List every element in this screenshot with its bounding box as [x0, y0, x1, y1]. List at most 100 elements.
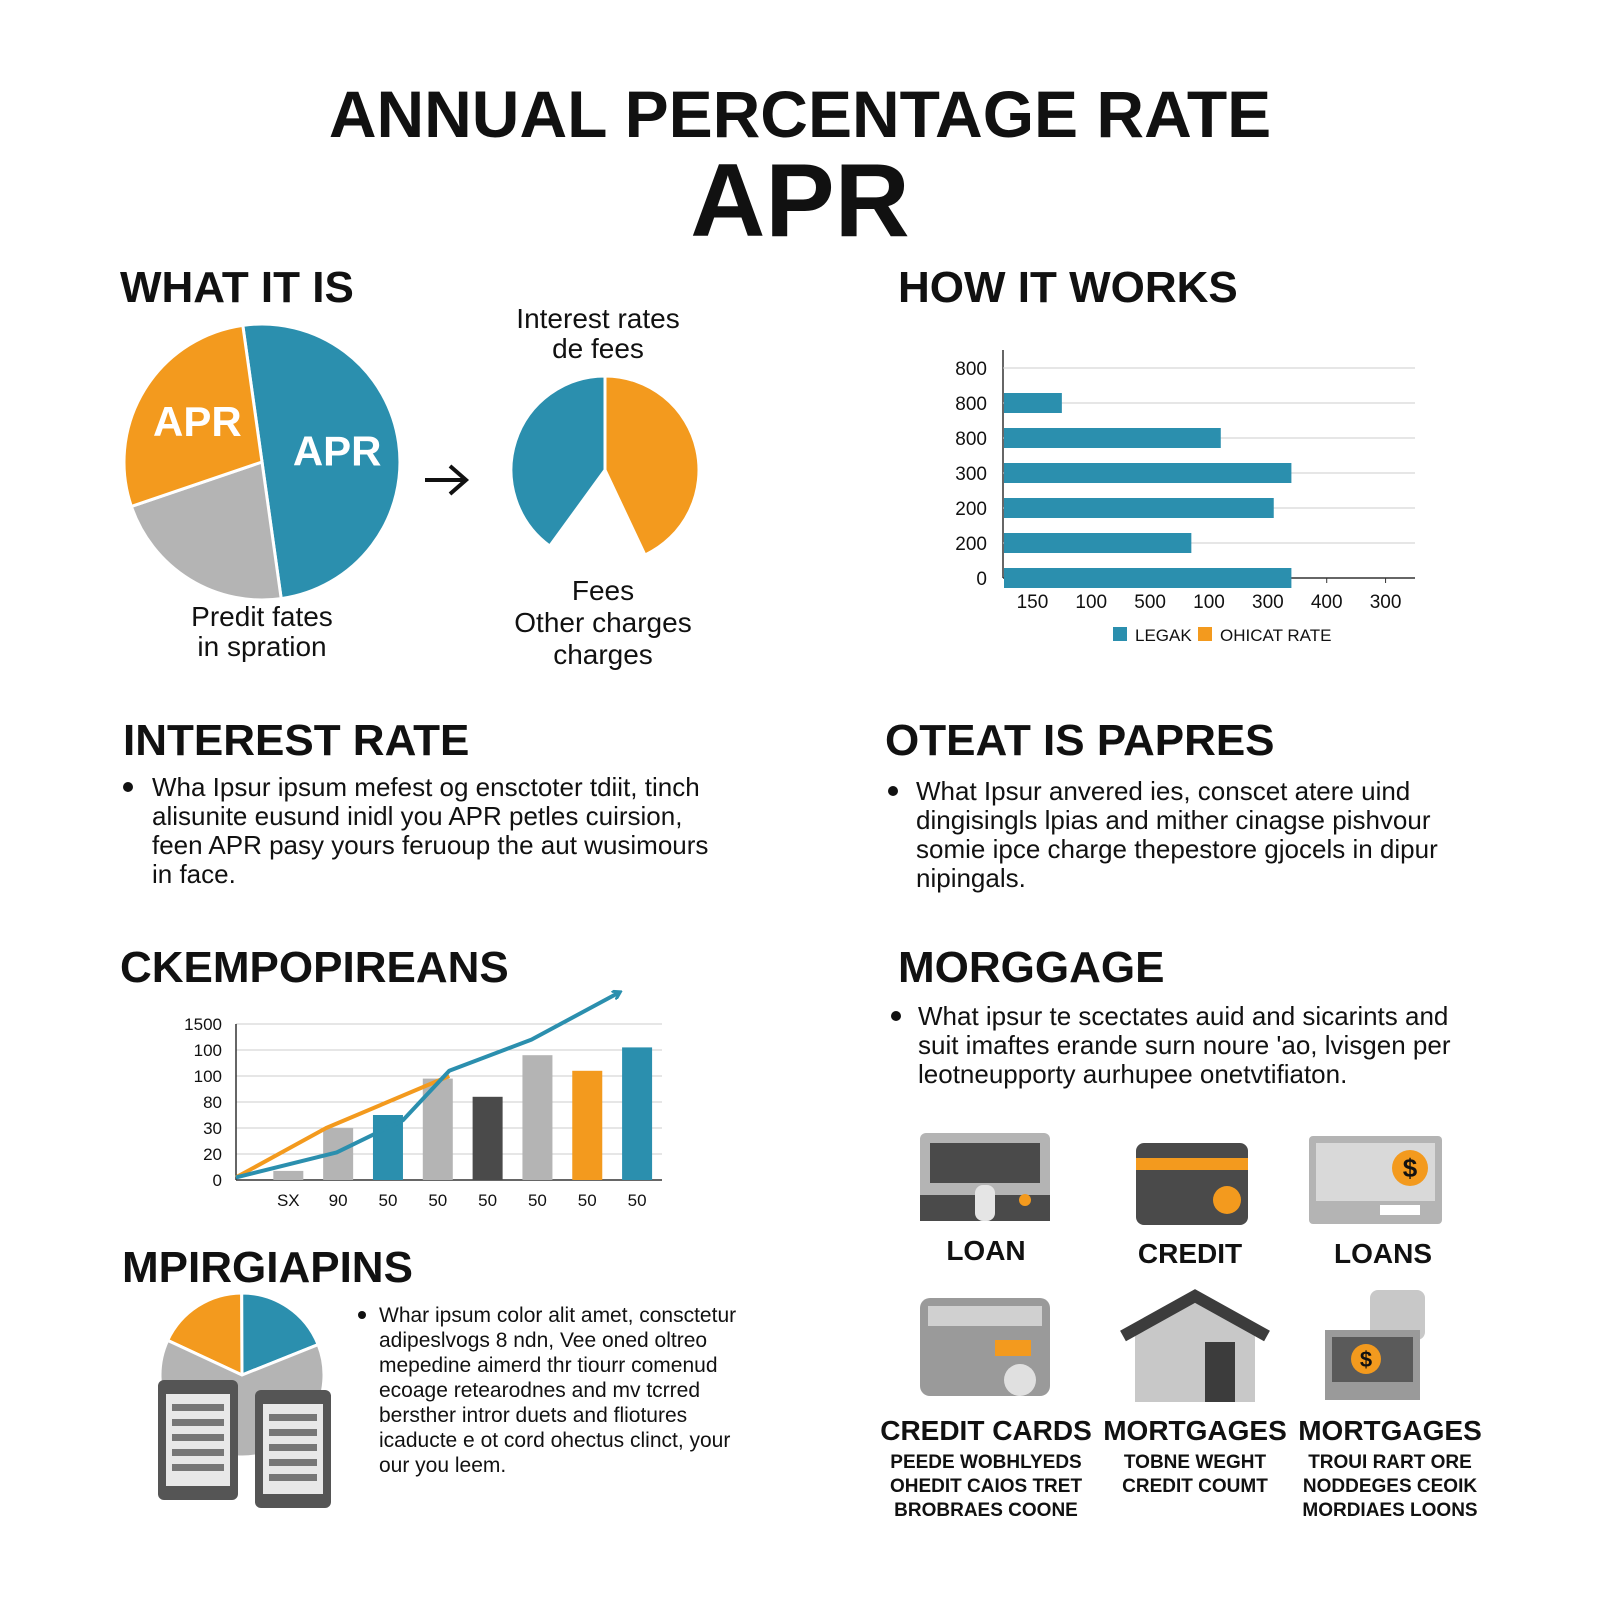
y-tick-label: 300 [955, 464, 987, 485]
bar [572, 1070, 603, 1180]
legend-swatch [1113, 627, 1127, 641]
x-tick-label: 100 [1075, 592, 1107, 613]
bar [522, 1055, 553, 1180]
pie-slice [122, 323, 264, 509]
bullet-text: What ipsur te scectates auid and sicarin… [918, 1001, 1448, 1031]
product-detail: TOBNE WEGHT [1124, 1452, 1267, 1473]
product-detail: NODDEGES CEOIK [1303, 1476, 1477, 1497]
phone-line [172, 1464, 224, 1471]
x-tick-label: 100 [1193, 592, 1225, 613]
y-tick-label: 100 [194, 1041, 222, 1060]
icon-mortgages-2: $ [1325, 1290, 1425, 1400]
heading: HOW IT WORKS [898, 263, 1238, 312]
x-tick-label: 50 [578, 1191, 597, 1210]
bullet-text: our you leem. [379, 1454, 506, 1477]
bullet-text: in face. [152, 859, 236, 889]
svg-text:$: $ [1403, 1153, 1418, 1183]
pie-slice [509, 374, 607, 549]
line-series [235, 1074, 451, 1180]
icon-credit [1136, 1143, 1248, 1225]
pie-slice [603, 374, 701, 558]
caption: charges [553, 639, 653, 670]
x-tick-label: 50 [478, 1191, 497, 1210]
phone-line [269, 1459, 317, 1466]
phone-line [269, 1429, 317, 1436]
bullet-text: adipeslvogs 8 ndn, Vee oned oltreo [379, 1329, 707, 1352]
phone-line [269, 1474, 317, 1481]
y-tick-label: 0 [976, 569, 987, 590]
x-tick-label: 50 [428, 1191, 447, 1210]
bullet-text: bersther intror duets and fliotures [379, 1404, 687, 1427]
y-tick-label: 30 [203, 1119, 222, 1138]
caption: Interest rates [516, 303, 679, 334]
x-tick-label: 50 [379, 1191, 398, 1210]
phone-line [269, 1444, 317, 1451]
bullet-text: feen APR pasy yours feruoup the aut wusi… [152, 830, 708, 860]
caption: in spration [197, 631, 326, 662]
phone-line [172, 1449, 224, 1456]
bullet-dot [888, 786, 898, 796]
icon-loan [920, 1133, 1050, 1221]
heading: MPIRGIAPINS [122, 1243, 413, 1292]
x-tick-label: 50 [628, 1191, 647, 1210]
product-detail: CREDIT COUMT [1122, 1476, 1268, 1497]
x-tick-label: 90 [329, 1191, 348, 1210]
bullet-text: dingisingls lpias and mither cinagse pis… [916, 805, 1431, 835]
phone-line [172, 1419, 224, 1426]
bullet-text: Whar ipsum color alit amet, consctetur [379, 1304, 736, 1327]
x-tick-label: SX [277, 1191, 300, 1210]
x-tick-label: 150 [1017, 592, 1049, 613]
phone-line [172, 1434, 224, 1441]
product-label: LOAN [946, 1235, 1025, 1266]
product-label: CREDIT CARDS [880, 1415, 1092, 1446]
bar [1004, 533, 1192, 553]
legend-swatch [1198, 627, 1212, 641]
legend-label: LEGAK [1135, 626, 1192, 645]
x-tick-label: 300 [1252, 592, 1284, 613]
bar [472, 1096, 503, 1180]
icon-credit-cards [920, 1298, 1050, 1396]
bullet-text: somie ipce charge thepestore gjocels in … [916, 834, 1438, 864]
slice-label: APR [153, 398, 242, 445]
y-tick-label: 200 [955, 499, 987, 520]
product-label: LOANS [1334, 1238, 1432, 1269]
caption: Fees [572, 575, 634, 606]
y-tick-label: 20 [203, 1145, 222, 1164]
bar [622, 1047, 653, 1180]
y-tick-label: 800 [955, 359, 987, 380]
pie-slice [165, 1291, 244, 1378]
x-tick-label: 500 [1134, 592, 1166, 613]
bar [372, 1115, 403, 1180]
pie-slice [241, 322, 402, 601]
product-label: MORTGAGES [1298, 1415, 1482, 1446]
x-tick-label: 50 [528, 1191, 547, 1210]
y-tick-label: 80 [203, 1093, 222, 1112]
bullet-dot [891, 1011, 901, 1021]
bullet-text: What Ipsur anvered ies, conscet atere ui… [916, 776, 1410, 806]
product-label: MORTGAGES [1103, 1415, 1287, 1446]
bar [273, 1170, 304, 1180]
y-tick-label: 800 [955, 394, 987, 415]
pie-slice [240, 1291, 321, 1378]
bar [1004, 463, 1292, 483]
line-series [235, 993, 619, 1180]
y-tick-label: 0 [213, 1171, 222, 1190]
heading: WHAT IT IS [120, 263, 354, 312]
bullet-text: alisunite eusund inidl you APR petles cu… [152, 801, 682, 831]
bullet-text: Wha Ipsur ipsum mefest og ensctoter tdii… [152, 772, 700, 802]
product-label: CREDIT [1138, 1238, 1242, 1269]
legend-label: OHICAT RATE [1220, 626, 1331, 645]
product-detail: OHEDIT CAIOS TRET [890, 1476, 1083, 1497]
bar [1004, 568, 1292, 588]
bullet-text: nipingals. [916, 863, 1026, 893]
y-tick-label: 100 [194, 1067, 222, 1086]
phone-line [172, 1404, 224, 1411]
svg-text:$: $ [1360, 1347, 1372, 1372]
phone-line [269, 1414, 317, 1421]
y-tick-label: 1500 [184, 1015, 222, 1034]
bar [1004, 498, 1274, 518]
bullet-dot [358, 1311, 366, 1319]
bullet-text: leotneupporty aurhupee onetvtifiaton. [918, 1059, 1347, 1089]
caption: Predit fates [191, 601, 333, 632]
